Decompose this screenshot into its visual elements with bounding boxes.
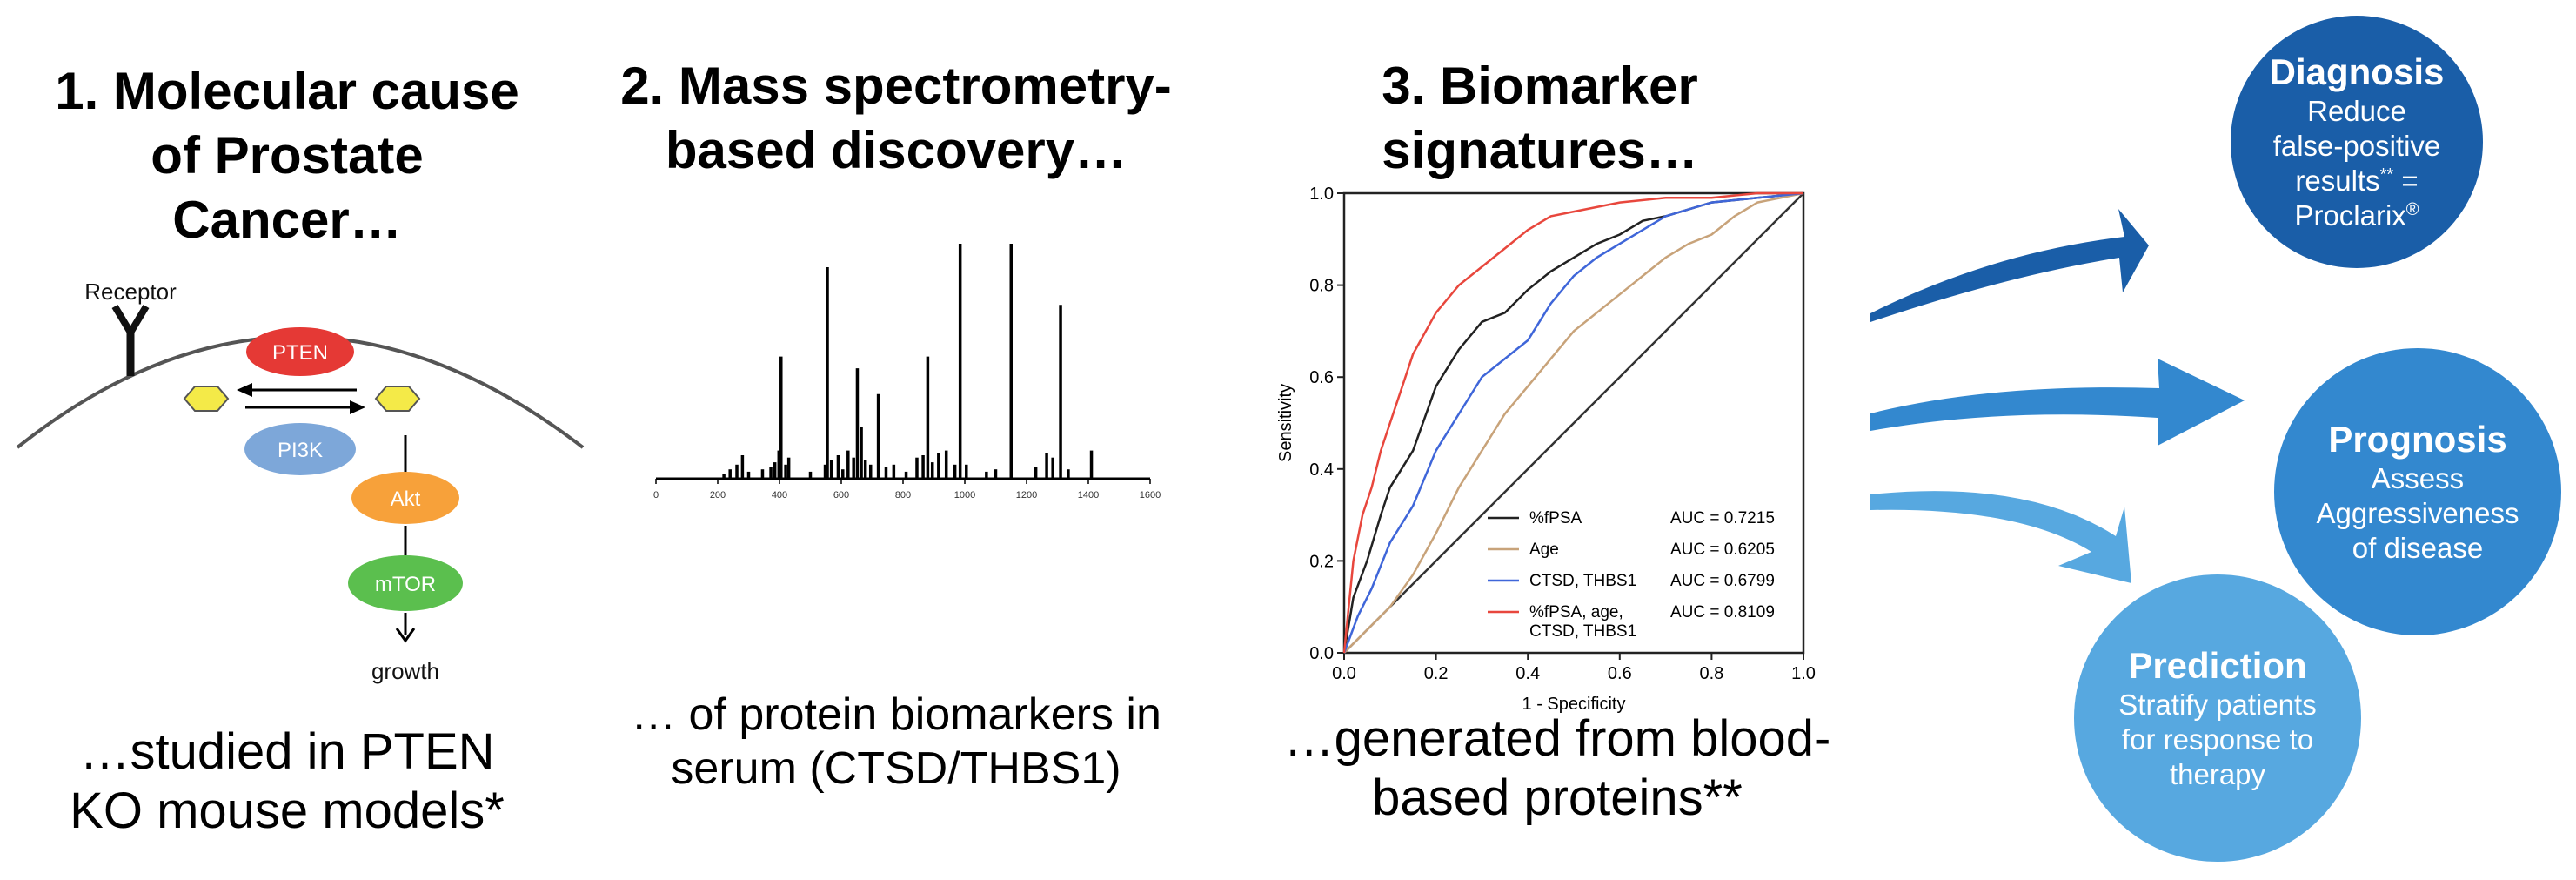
prognosis-title: Prognosis [2328,419,2507,460]
roc-y-tick-label: 0.0 [1309,644,1334,663]
diagnosis-body: Reduce false-positive results** = Procla… [2272,95,2441,232]
panel3-caption: …generated from blood- based proteins** [1283,710,1831,826]
roc-x-tick-label: 0.4 [1515,664,1540,683]
roc-legend-label: %fPSA, age, [1529,603,1623,621]
panel3-heading: 3. Biomarker signatures… [1382,57,1698,179]
roc-y-tick-label: 0.8 [1309,277,1334,296]
prognosis-circle: Prognosis Assess Aggressiveness of disea… [2274,348,2561,635]
spectrum-tick-label: 1000 [954,490,975,500]
roc-y-tick-label: 1.0 [1309,185,1334,204]
diagnosis-title: Diagnosis [2269,51,2445,92]
mtor-node [348,555,463,611]
roc-series-line [1342,191,1804,654]
roc-series-line [1342,191,1804,654]
pip3-hexagon-left [183,386,230,412]
roc-y-tick-label: 0.2 [1309,552,1334,571]
spectrum-tick-label: 1200 [1016,490,1037,500]
diagnosis-circle: Diagnosis Reduce false-positive results*… [2231,16,2483,268]
pten-label: PTEN [272,341,328,365]
roc-plot-frame [1342,191,1805,655]
spectrum-tick-label: 200 [710,490,726,500]
receptor-label: Receptor [84,279,177,305]
roc-legend-label: CTSD, THBS1 [1529,572,1636,590]
prognosis-body: Assess Aggressiveness of disease [2316,462,2519,564]
roc-series-line [1343,191,1804,654]
roc-chart: 0.0 0.2 0.4 0.6 0.8 1.0 0.0 0.2 0.4 0.6 0.8 1.0 %fP… [1276,185,1816,714]
roc-legend-auc: AUC = 0.6799 [1670,572,1775,590]
prediction-circle: Prediction Stratify patients for respons… [2074,574,2361,862]
roc-legend-auc: AUC = 0.8109 [1670,603,1775,621]
arrow-to-diagnosis [1870,209,2149,322]
prediction-title: Prediction [2128,645,2307,686]
roc-x-tick-label: 0.0 [1332,664,1356,683]
panel2-caption: … of protein biomarkers in serum (CTSD/T… [631,689,1161,794]
roc-x-tick-label: 0.6 [1608,664,1632,683]
akt-node [351,472,459,524]
pi3k-label: PI3K [278,439,323,462]
panel2-heading: 2. Mass spectrometry- based discovery… [620,57,1172,179]
roc-legend-label: Age [1529,541,1559,559]
spectrum-tick-label: 400 [772,490,787,500]
pi3k-node [244,423,356,475]
receptor-icon [111,304,150,376]
roc-series-line [1342,191,1803,654]
akt-label: Akt [391,487,421,511]
roc-y-tick-label: 0.4 [1309,460,1334,480]
mtor-label: mTOR [375,573,436,596]
roc-legend-label: CTSD, THBS1 [1529,622,1636,641]
roc-y-tick-label: 0.6 [1309,368,1334,387]
pten-node [246,327,354,376]
pip2-hexagon-right [374,386,421,412]
roc-x-tick-label: 0.8 [1699,664,1723,683]
roc-legend-label: %fPSA [1529,509,1582,527]
mass-spectrum-chart: 0 200 400 600 800 1000 1200 1400 1600 [653,244,1161,500]
roc-xlabel: 1 - Specificity [1522,695,1626,714]
outcome-arrows [1870,209,2245,583]
panel1-caption: …studied in PTEN KO mouse models* [70,723,505,839]
spectrum-tick-label: 1400 [1078,490,1099,500]
spectrum-tick-label: 1600 [1140,490,1161,500]
spectrum-tick-label: 800 [895,490,911,500]
spectrum-tick-label: 0 [653,490,659,500]
panel1-heading: 1. Molecular cause of Prostate Cancer… [55,62,519,249]
roc-reference-diagonal [1343,192,1804,654]
arrow-to-prediction [1870,491,2131,583]
pten-pathway-diagram: Receptor PTEN PI3K Akt mTOR growth [16,279,585,684]
roc-ylabel: Sensitivity [1276,384,1295,462]
growth-label: growth [371,658,439,684]
roc-legend-auc: AUC = 0.6205 [1670,541,1775,559]
spectrum-tick-label: 600 [833,490,849,500]
prediction-body: Stratify patients for response to therap… [2118,689,2317,790]
roc-x-tick-label: 0.2 [1424,664,1449,683]
roc-x-tick-label: 1.0 [1791,664,1816,683]
roc-legend-auc: AUC = 0.7215 [1670,509,1775,527]
arrow-to-prognosis [1870,359,2245,446]
